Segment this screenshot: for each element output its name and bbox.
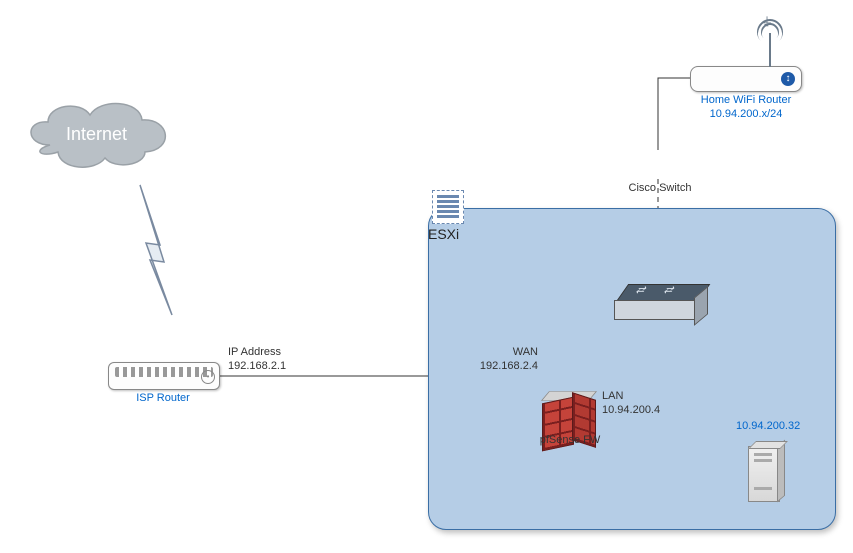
- esxi-label: ESXi: [428, 226, 459, 242]
- server-ip: 10.94.200.32: [736, 420, 800, 432]
- server-icon: [748, 446, 780, 502]
- isp-ip-label: IP Address: [228, 346, 281, 358]
- esxi-host-icon: [432, 190, 464, 224]
- cisco-switch-label: Cisco Switch: [600, 182, 720, 194]
- wifi-router-label: Home WiFi Router: [686, 94, 806, 106]
- isp-router-icon: •: [108, 362, 220, 390]
- diagram-canvas: Internet ESXi • ISP Router IP Address 19…: [0, 0, 853, 553]
- wifi-router-icon: ⏚ ↕: [690, 66, 802, 92]
- wifi-router-subnet: 10.94.200.x/24: [686, 108, 806, 120]
- isp-ip-value: 192.168.2.1: [228, 360, 286, 372]
- cisco-switch-icon: ⇄ ⇄: [614, 292, 694, 320]
- internet-label: Internet: [66, 124, 127, 144]
- wan-ip: 192.168.2.4: [472, 360, 538, 372]
- lan-label: LAN: [602, 390, 623, 402]
- pfsense-label: pfSense FW: [520, 434, 620, 446]
- lan-ip: 10.94.200.4: [602, 404, 660, 416]
- wan-label: WAN: [502, 346, 538, 358]
- isp-router-label: ISP Router: [108, 392, 218, 404]
- lightning-icon: [140, 185, 172, 315]
- internet-cloud: Internet: [31, 104, 165, 168]
